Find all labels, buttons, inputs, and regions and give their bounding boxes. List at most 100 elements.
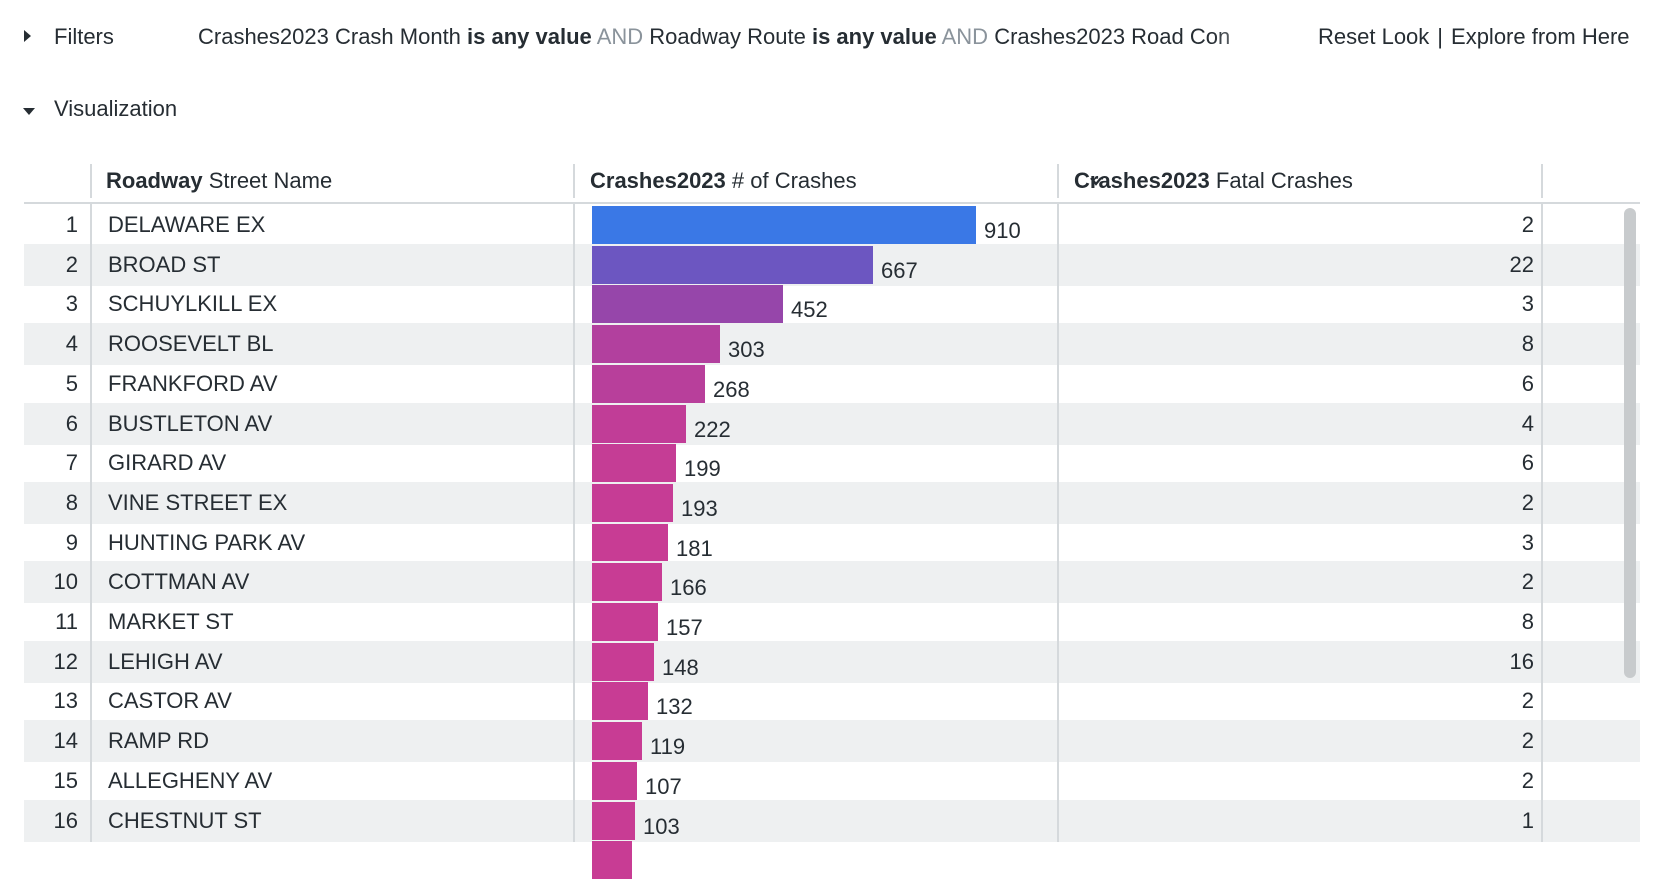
filter-summary[interactable]: Crashes2023 Crash Month is any value AND… — [198, 24, 1283, 54]
street-name-cell[interactable]: HUNTING PARK AV — [108, 529, 306, 555]
street-name-cell[interactable]: RAMP RD — [108, 728, 210, 754]
street-name-cell[interactable]: FRANKFORD AV — [108, 370, 278, 396]
fatal-crashes-cell[interactable]: 1 — [1521, 807, 1534, 833]
reset-look-link[interactable]: Reset Look — [1318, 24, 1430, 49]
crashes-bar[interactable] — [592, 682, 648, 721]
table-row[interactable]: 12 LEHIGH AV 148 16 — [24, 640, 1640, 683]
crashes-bar[interactable] — [592, 801, 635, 840]
crashes-bar[interactable] — [592, 206, 976, 244]
column-header-crashes[interactable]: Crashes2023 # of Crashes — [590, 158, 857, 204]
fatal-crashes-cell[interactable]: 6 — [1521, 450, 1534, 476]
crashes-bar[interactable] — [592, 722, 642, 761]
header-divider — [1541, 164, 1543, 198]
crashes-bar[interactable] — [592, 642, 654, 681]
table-row[interactable]: 15 ALLEGHENY AV 107 2 — [24, 759, 1640, 802]
column-divider — [1541, 283, 1543, 326]
crashes-bar[interactable] — [592, 285, 783, 324]
column-divider — [1541, 680, 1543, 723]
street-name-cell[interactable]: COTTMAN AV — [108, 569, 250, 595]
column-divider — [1057, 283, 1059, 326]
crashes-bar[interactable] — [592, 245, 873, 284]
row-number: 14 — [53, 728, 78, 754]
fatal-crashes-cell[interactable]: 2 — [1521, 569, 1534, 595]
column-header-street-name[interactable]: Roadway Street Name — [106, 158, 332, 204]
table-row[interactable]: 10 COTTMAN AV 166 2 — [24, 561, 1640, 604]
street-name-cell[interactable]: ALLEGHENY AV — [108, 767, 273, 793]
street-name-cell[interactable]: CHESTNUT ST — [108, 807, 262, 833]
street-name-cell[interactable]: MARKET ST — [108, 609, 234, 634]
column-divider — [1541, 561, 1543, 604]
crashes-bar[interactable] — [592, 523, 668, 562]
table-row[interactable]: 7 GIRARD AV 199 6 — [24, 442, 1640, 485]
table-row[interactable]: 2 BROAD ST 667 22 — [24, 243, 1640, 286]
look-actions: Reset Look | Explore from Here — [1318, 24, 1630, 50]
vertical-scrollbar[interactable] — [1622, 206, 1636, 886]
collapse-visualization-caret-icon[interactable] — [23, 108, 35, 115]
fatal-crashes-cell[interactable]: 3 — [1521, 291, 1534, 317]
fatal-crashes-cell[interactable]: 2 — [1521, 688, 1534, 714]
column-divider — [1541, 481, 1543, 524]
crashes-value: 199 — [684, 456, 721, 482]
fatal-crashes-cell[interactable]: 2 — [1521, 212, 1534, 237]
crashes-bar[interactable] — [592, 404, 686, 443]
column-divider — [1541, 204, 1543, 246]
street-name-cell[interactable]: ROOSEVELT BL — [108, 331, 274, 357]
table-row[interactable]: 16 CHESTNUT ST 103 1 — [24, 799, 1640, 842]
fatal-crashes-cell[interactable]: 4 — [1521, 410, 1534, 436]
crashes-bar[interactable] — [592, 603, 658, 641]
column-divider — [1057, 521, 1059, 564]
fatal-crashes-cell[interactable]: 3 — [1521, 529, 1534, 555]
street-name-cell[interactable]: GIRARD AV — [108, 450, 227, 476]
crashes-header-rest: # of Crashes — [725, 168, 857, 193]
column-divider — [1541, 640, 1543, 683]
column-header-fatal-crashes[interactable]: Crashes2023 Fatal Crashes — [1074, 158, 1353, 204]
table-row[interactable]: 13 CASTOR AV 132 2 — [24, 680, 1640, 723]
table-row[interactable]: 1 DELAWARE EX 910 2 — [24, 204, 1640, 246]
crashes-bar[interactable] — [592, 364, 705, 403]
street-header-rest: Street Name — [202, 168, 333, 193]
street-name-cell[interactable]: CASTOR AV — [108, 688, 232, 714]
table-row[interactable]: 4 ROOSEVELT BL 303 8 — [24, 323, 1640, 366]
table-row[interactable]: 5 FRANKFORD AV 268 6 — [24, 362, 1640, 405]
expand-filters-caret-icon[interactable] — [24, 30, 31, 42]
filters-section-label[interactable]: Filters — [54, 24, 114, 49]
crashes-value: 452 — [791, 297, 828, 323]
column-divider — [1057, 402, 1059, 445]
crashes-bar[interactable] — [592, 483, 673, 522]
table-row[interactable]: 9 HUNTING PARK AV 181 3 — [24, 521, 1640, 564]
table-row[interactable]: 14 RAMP RD 119 2 — [24, 720, 1640, 763]
crashes-bar[interactable] — [592, 563, 662, 602]
visualization-section-label[interactable]: Visualization — [54, 96, 178, 121]
column-divider — [90, 243, 92, 286]
row-number: 6 — [65, 410, 78, 436]
street-name-cell[interactable]: BUSTLETON AV — [108, 410, 273, 436]
crashes-bar[interactable] — [592, 325, 720, 364]
street-name-cell[interactable]: DELAWARE EX — [108, 212, 266, 237]
fatal-crashes-cell[interactable]: 2 — [1521, 728, 1534, 754]
street-name-cell[interactable]: LEHIGH AV — [108, 648, 223, 674]
column-divider — [90, 601, 92, 643]
table-row[interactable]: 3 SCHUYLKILL EX 452 3 — [24, 283, 1640, 326]
scrollbar-thumb[interactable] — [1624, 208, 1636, 678]
table-row[interactable]: 11 MARKET ST 157 8 — [24, 601, 1640, 643]
street-name-cell[interactable]: BROAD ST — [108, 251, 221, 277]
column-divider — [1541, 521, 1543, 564]
street-header-bold: Roadway — [106, 168, 203, 193]
column-divider — [90, 323, 92, 366]
fatal-crashes-cell[interactable]: 16 — [1509, 648, 1534, 674]
crashes-bar[interactable] — [592, 761, 637, 800]
fatal-crashes-cell[interactable]: 6 — [1521, 370, 1534, 396]
fatal-crashes-cell[interactable]: 2 — [1521, 489, 1534, 515]
street-name-cell[interactable]: SCHUYLKILL EX — [108, 291, 278, 317]
fatal-crashes-cell[interactable]: 2 — [1521, 767, 1534, 793]
fatal-crashes-cell[interactable]: 22 — [1509, 251, 1534, 277]
fatal-crashes-cell[interactable]: 8 — [1521, 609, 1534, 634]
explore-from-here-link[interactable]: Explore from Here — [1451, 24, 1630, 49]
street-name-cell[interactable]: VINE STREET EX — [108, 489, 288, 515]
sort-descending-chevron-icon[interactable] — [1089, 174, 1103, 188]
fatal-crashes-cell[interactable]: 8 — [1521, 331, 1534, 357]
table-row[interactable]: 6 BUSTLETON AV 222 4 — [24, 402, 1640, 445]
column-divider — [573, 521, 575, 564]
table-row[interactable]: 8 VINE STREET EX 193 2 — [24, 481, 1640, 524]
crashes-bar[interactable] — [592, 444, 676, 483]
